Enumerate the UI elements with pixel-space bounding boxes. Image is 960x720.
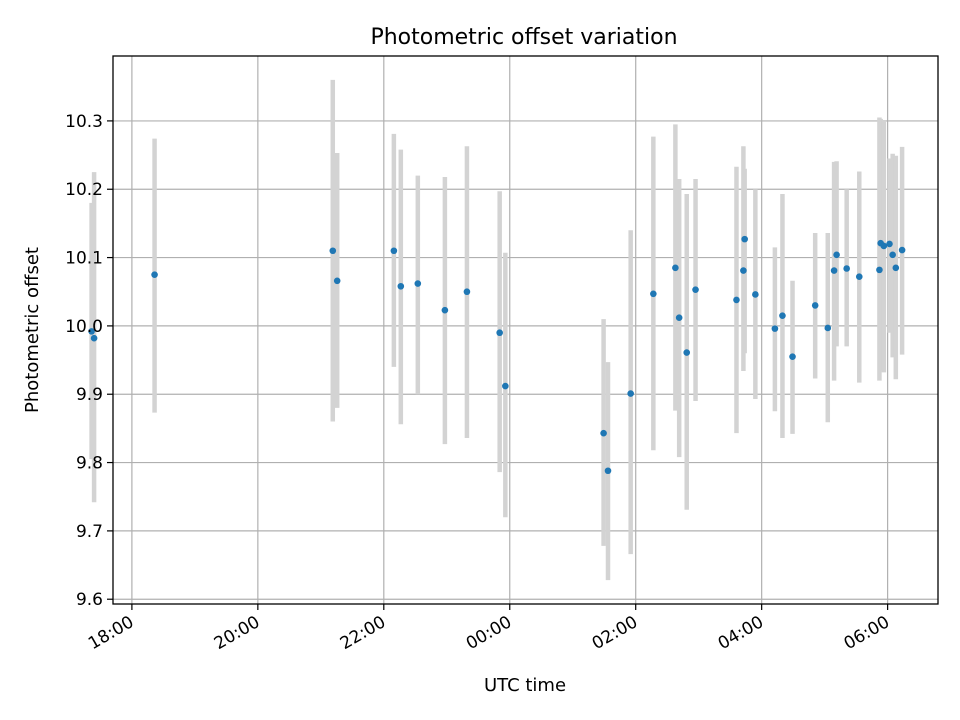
- data-point: [752, 291, 759, 298]
- data-point: [733, 296, 740, 304]
- data-point: [333, 277, 341, 285]
- data-point: [600, 429, 607, 437]
- data-point: [414, 280, 422, 287]
- data-point: [88, 328, 95, 335]
- data-point: [789, 353, 796, 360]
- y-tick-label: 10.2: [65, 180, 103, 200]
- data-point: [740, 267, 747, 274]
- y-axis-label: Photometric offset: [22, 247, 43, 413]
- y-tick-label: 9.6: [76, 590, 103, 610]
- data-point: [683, 349, 691, 356]
- chart-title: Photometric offset variation: [370, 25, 677, 50]
- data-point: [604, 467, 612, 475]
- data-point: [811, 302, 819, 309]
- plot-frame: [112, 55, 939, 605]
- data-point: [886, 240, 893, 248]
- y-axis-ticks: 9.6 9.7 9.8 9.9 10.0 10.1 10.2 10.3: [65, 112, 113, 610]
- y-tick-label: 9.7: [76, 522, 103, 542]
- data-point: [824, 324, 832, 332]
- data-point: [397, 282, 405, 290]
- y-tick-label: 10.0: [65, 317, 103, 337]
- data-point: [779, 312, 786, 319]
- data-point: [898, 246, 906, 254]
- data-point: [650, 290, 657, 298]
- data-point: [843, 265, 850, 272]
- data-point: [390, 247, 398, 255]
- data-point: [741, 235, 748, 243]
- data-point: [771, 325, 779, 332]
- data-point: [830, 267, 838, 274]
- data-point: [889, 251, 896, 259]
- data-point: [880, 242, 888, 250]
- data-point: [90, 334, 98, 342]
- y-tick-label: 10.1: [65, 249, 103, 269]
- data-point: [329, 247, 337, 255]
- data-point: [496, 329, 503, 337]
- data-point: [692, 286, 699, 293]
- x-axis-label: UTC time: [484, 675, 566, 696]
- y-tick-label: 10.3: [65, 112, 103, 132]
- y-tick-label: 9.9: [76, 385, 103, 405]
- data-point: [892, 264, 900, 272]
- data-point: [441, 306, 449, 314]
- data-point: [463, 288, 471, 296]
- data-point: [672, 264, 679, 272]
- y-tick-label: 9.8: [76, 454, 103, 474]
- data-point: [627, 390, 634, 397]
- data-point: [151, 271, 158, 278]
- data-point: [855, 273, 863, 281]
- data-point: [675, 314, 683, 322]
- data-point: [833, 251, 840, 259]
- data-point: [876, 266, 883, 274]
- data-points: [88, 235, 906, 475]
- data-point: [502, 382, 509, 390]
